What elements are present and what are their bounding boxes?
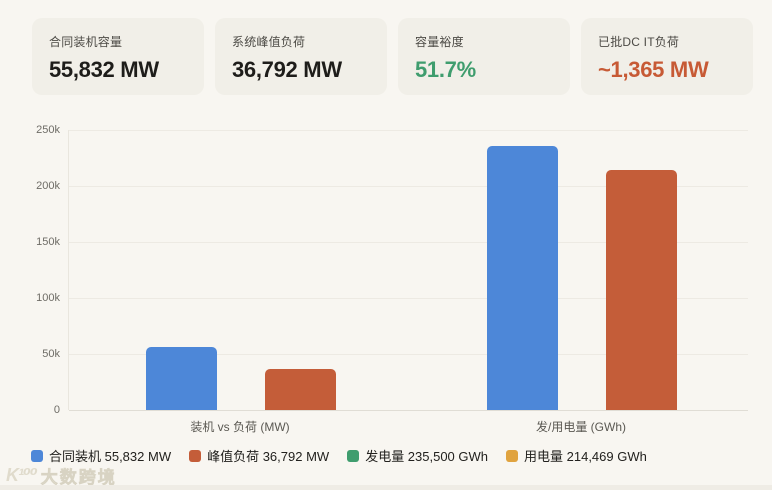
legend-swatch-icon [506,449,519,462]
y-axis-tick-label: 250k [36,124,60,136]
y-axis-tick-label: 200k [36,180,60,192]
legend-swatch-icon [347,449,360,462]
gridline [69,130,748,131]
legend-label: 发电量 235,500 GWh [365,449,489,464]
stat-card-peak-load: 系统峰值负荷 36,792 MW [215,18,387,95]
legend-swatch-icon [31,449,43,462]
gridline [69,298,748,299]
stat-cards-row: 合同装机容量 55,832 MW 系统峰值负荷 36,792 MW 容量裕度 5… [32,18,753,95]
stat-card-dc-it-load: 已批DC IT负荷 ~1,365 MW [581,18,753,95]
gridline [69,354,748,355]
legend: 合同装机 55,832 MW 峰值负荷 36,792 MW 发电量 235,500 … [31,446,647,465]
stat-card-value: 55,832 MW [49,57,159,82]
stat-card-label: 已批DC IT负荷 [598,35,680,49]
gridline [69,242,748,243]
legend-item[interactable]: 发电量 235,500 GWh [347,446,488,465]
stat-card-label: 系统峰值负荷 [232,35,306,49]
y-axis-tick-label: 0 [53,404,60,416]
plot-area [68,130,748,411]
gridline [69,186,748,187]
legend-item[interactable]: 峰值负荷 36,792 MW [189,446,329,465]
y-axis-tick-label: 150k [36,236,60,248]
stat-card-value: 36,792 MW [232,57,342,82]
y-axis-tick-label: 100k [36,292,60,304]
legend-label: 峰值负荷 36,792 MW [207,449,330,464]
bar-发电量[interactable] [487,146,558,410]
x-axis-category-label: 装机 vs 负荷 (MW) [190,420,290,434]
stat-card-capacity-margin: 容量裕度 51.7% [398,18,570,95]
stat-card-value: 51.7% [415,57,476,82]
stat-card-label: 合同装机容量 [49,35,123,49]
bottom-edge-strip [0,485,772,490]
stat-card-installed-capacity: 合同装机容量 55,832 MW [32,18,204,95]
bar-峰值负荷[interactable] [265,368,336,410]
legend-label: 合同装机 55,832 MW [49,449,172,464]
bar-chart: 0 50k 100k 150k 200k 250k 装机 vs 负荷 (MW) 发/用电量 (… [36,124,748,434]
watermark-logo-icon: K¹⁰⁰ [6,465,38,485]
legend-label: 用电量 214,469 GWh [524,449,647,464]
bar-用电量[interactable] [606,169,677,410]
watermark: K¹⁰⁰ 大数跨境 [6,463,117,488]
legend-item[interactable]: 合同装机 55,832 MW [31,446,171,465]
gridline [69,410,748,411]
x-axis-category-label: 发/用电量 (GWh) [536,420,626,434]
stat-card-value: ~1,365 MW [598,57,709,82]
legend-item[interactable]: 用电量 214,469 GWh [506,446,647,465]
bar-合同装机[interactable] [146,347,217,410]
legend-swatch-icon [189,449,202,462]
y-axis-tick-label: 50k [42,348,60,360]
stat-card-label: 容量裕度 [415,35,464,49]
watermark-text: 大数跨境 [40,468,117,488]
